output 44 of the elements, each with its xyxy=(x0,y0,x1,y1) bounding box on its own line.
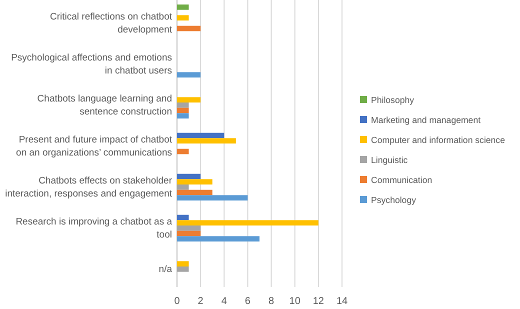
x-tick-label: 8 xyxy=(268,296,275,307)
bar xyxy=(177,26,201,32)
bar xyxy=(177,4,189,10)
legend-label: Communication xyxy=(371,175,432,185)
bar xyxy=(177,190,212,196)
y-tick-label: Chatbots effects on stakeholder interaction, responses and engagement xyxy=(5,176,172,200)
y-tick-label: Research is improving a chatbot as a tool xyxy=(16,216,173,241)
y-tick-label: n/a xyxy=(158,264,173,276)
legend-label: Linguistic xyxy=(371,155,408,165)
bar xyxy=(177,102,189,108)
bar xyxy=(177,266,189,272)
bar xyxy=(177,15,189,20)
bar xyxy=(177,220,318,226)
bar xyxy=(177,184,189,190)
x-tick-label: 6 xyxy=(244,296,251,307)
bar xyxy=(177,195,248,200)
y-tick-label: Present and future impact of chatbot on an organizations’ communications xyxy=(16,134,172,159)
x-tick-label: 0 xyxy=(174,296,180,307)
legend-label: Philosophy xyxy=(371,95,415,105)
bar xyxy=(177,97,201,102)
bar xyxy=(177,230,201,236)
bar xyxy=(177,261,189,266)
x-tick-label: 10 xyxy=(289,296,301,307)
y-tick-label: Critical reflections on chatbot development xyxy=(50,12,172,36)
bar xyxy=(177,214,189,220)
bar xyxy=(177,148,189,154)
legend-label: Computer and information science xyxy=(371,135,506,145)
x-tick-label: 12 xyxy=(312,296,324,307)
bar xyxy=(177,108,189,114)
bar xyxy=(177,174,201,180)
bar xyxy=(177,72,201,78)
bar xyxy=(177,236,260,242)
x-tick-label: 14 xyxy=(336,296,348,307)
bar xyxy=(177,138,236,144)
y-tick-label: Chatbots language learning and sentence construction xyxy=(37,94,172,118)
bar xyxy=(177,179,212,184)
x-tick-label: 2 xyxy=(198,296,204,307)
legend-label: Psychology xyxy=(371,195,417,205)
legend-label: Marketing and management xyxy=(371,115,482,125)
bar xyxy=(177,132,224,138)
bar xyxy=(177,113,189,118)
x-tick-label: 4 xyxy=(221,296,228,307)
y-tick-label: Psychological affections and emotions in chatbot users xyxy=(11,52,172,77)
bar xyxy=(177,226,201,231)
